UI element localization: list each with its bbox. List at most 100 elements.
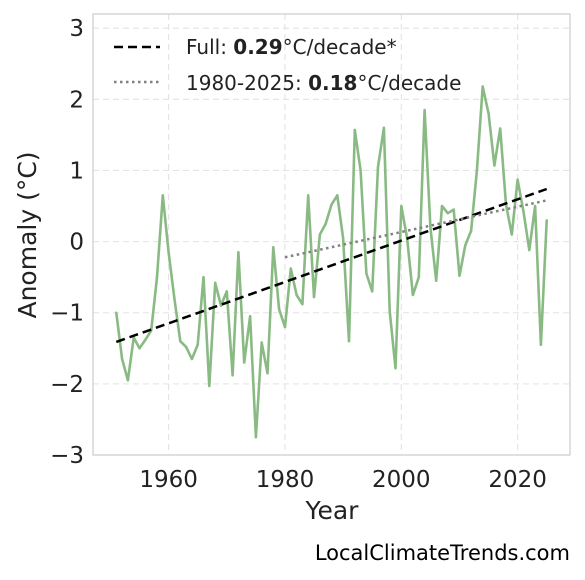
- anomaly-point: [213, 281, 217, 285]
- legend-full-suffix: °C/decade*: [283, 35, 397, 59]
- legend-recent-rate: 0.18: [308, 71, 357, 95]
- anomaly-point: [347, 339, 351, 343]
- anomaly-point: [324, 222, 327, 226]
- anomaly-point: [440, 204, 444, 208]
- anomaly-point: [248, 315, 252, 318]
- anomaly-point: [225, 290, 228, 293]
- anomaly-point: [336, 194, 339, 197]
- anomaly-point: [371, 290, 374, 293]
- x-tick-label: 1960: [139, 467, 198, 493]
- anomaly-point: [120, 357, 124, 361]
- anomaly-point: [446, 211, 450, 215]
- anomaly-point: [155, 275, 159, 279]
- anomaly-point: [196, 343, 199, 346]
- watermark: LocalClimateTrends.com: [315, 541, 570, 565]
- anomaly-point: [190, 357, 194, 361]
- anomaly-point: [208, 384, 211, 388]
- legend-full-rate: 0.29: [233, 35, 282, 59]
- anomaly-point: [295, 293, 298, 297]
- anomaly-point: [272, 246, 275, 249]
- anomaly-point: [382, 126, 386, 130]
- anomaly-point: [260, 341, 263, 344]
- anomaly-point: [318, 233, 322, 236]
- anomaly-point: [266, 372, 269, 375]
- anomaly-point: [115, 311, 118, 314]
- y-tick-label: −2: [50, 372, 84, 398]
- recent-trend-line: [284, 199, 547, 259]
- anomaly-point: [243, 361, 246, 364]
- y-tick-label: 0: [69, 230, 84, 256]
- anomaly-point: [464, 243, 467, 247]
- anomaly-point: [545, 219, 548, 222]
- legend: Full: 0.29°C/decade* 1980-2025: 0.18°C/d…: [114, 35, 461, 95]
- legend-recent-prefix: 1980-2025:: [186, 71, 308, 95]
- anomaly-point: [475, 169, 479, 172]
- legend-full-prefix: Full:: [186, 35, 233, 59]
- anomaly-point: [435, 279, 438, 282]
- anomaly-point: [394, 367, 397, 370]
- anomaly-point: [307, 194, 310, 197]
- anomaly-point: [452, 208, 455, 211]
- legend-recent-suffix: °C/decade: [357, 71, 461, 95]
- anomaly-point: [312, 295, 316, 299]
- anomaly-point: [167, 251, 170, 254]
- anomaly-point: [388, 310, 391, 313]
- anomaly-point: [341, 236, 345, 240]
- anomaly-point: [301, 303, 304, 306]
- plot-area-frame: [92, 13, 571, 456]
- anomaly-point: [202, 275, 205, 279]
- anomaly-point: [481, 85, 484, 88]
- tick-labels: 1960 1980 2000 2020 3 2 1 0 −1 −2 −3: [50, 16, 547, 493]
- anomaly-point: [516, 178, 519, 181]
- anomaly-point: [231, 374, 234, 377]
- anomaly-point: [138, 347, 141, 350]
- anomaly-point: [469, 229, 473, 233]
- anomaly-point: [528, 248, 531, 252]
- anomaly-point: [277, 307, 281, 311]
- anomaly-point: [254, 436, 258, 439]
- anomaly-point: [376, 165, 380, 169]
- anomaly-point: [330, 203, 333, 206]
- anomaly-point: [400, 204, 403, 208]
- y-tick-label: −1: [50, 301, 84, 327]
- full-trend-line: [115, 187, 548, 344]
- anomaly-point: [219, 304, 223, 307]
- legend-full-label: Full: 0.29°C/decade*: [186, 35, 397, 59]
- anomaly-point: [539, 343, 543, 346]
- anomaly-point: [184, 345, 188, 349]
- anomaly-point: [533, 204, 537, 208]
- anomaly-point: [179, 339, 182, 343]
- x-tick-label: 2020: [488, 467, 547, 493]
- y-tick-label: 1: [69, 158, 84, 184]
- anomaly-point: [417, 275, 420, 279]
- anomaly-point: [522, 210, 525, 213]
- anomaly-point: [237, 251, 240, 254]
- anomaly-point: [487, 112, 490, 115]
- y-axis-title: Anomaly (°C): [13, 151, 42, 318]
- anomaly-point: [365, 272, 368, 275]
- x-tick-label: 2000: [372, 467, 431, 493]
- y-tick-label: −3: [50, 443, 84, 469]
- anomaly-point: [498, 127, 502, 130]
- y-tick-label: 3: [69, 16, 84, 42]
- x-tick-label: 1980: [256, 467, 315, 493]
- anomaly-point: [289, 267, 292, 270]
- series-layer: [115, 85, 548, 439]
- anomaly-point: [423, 108, 426, 112]
- anomaly-point: [161, 194, 165, 197]
- anomaly-point: [429, 226, 432, 229]
- x-axis-title: Year: [305, 496, 360, 525]
- anomaly-point: [411, 293, 415, 297]
- anomaly-point: [493, 164, 496, 167]
- anomaly-point: [458, 274, 461, 277]
- anomaly-point: [359, 169, 362, 172]
- legend-recent-label: 1980-2025: 0.18°C/decade: [186, 71, 461, 95]
- anomaly-point: [510, 233, 514, 236]
- anomaly-point: [173, 297, 176, 300]
- y-tick-label: 2: [69, 87, 84, 113]
- anomaly-point: [144, 338, 147, 341]
- anomaly-point: [353, 128, 356, 132]
- anomaly-point: [126, 379, 130, 382]
- anomaly-point: [283, 325, 287, 329]
